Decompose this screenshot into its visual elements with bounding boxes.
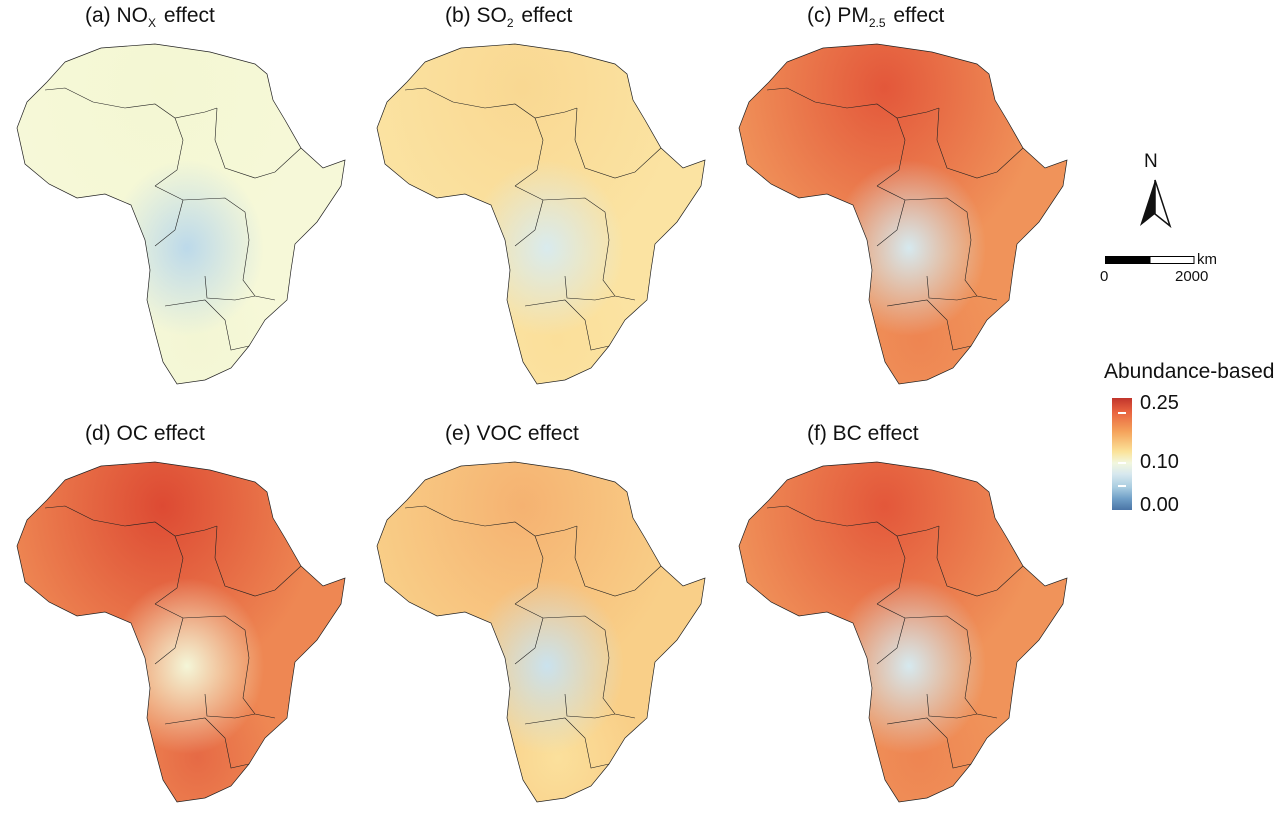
panel-title-suffix: effect bbox=[158, 4, 215, 27]
panel-title-f: (f) BC effect bbox=[807, 422, 919, 446]
panel-title-suffix: effect bbox=[515, 4, 573, 27]
scale-unit: km bbox=[1197, 251, 1217, 268]
africa-map-d bbox=[16, 461, 346, 803]
panel-title-subscript: 2 bbox=[506, 16, 514, 30]
africa-map-f bbox=[738, 461, 1068, 803]
scale-start-label: 0 bbox=[1100, 268, 1109, 285]
panel-title-subscript: 2.5 bbox=[868, 16, 886, 30]
panel-title-c: (c) PM2.5 effect bbox=[807, 4, 944, 30]
panel-title-text: (d) OC effect bbox=[85, 422, 205, 445]
panel-title-subscript: X bbox=[148, 16, 157, 30]
africa-map-c bbox=[738, 43, 1068, 385]
legend-tick bbox=[1118, 412, 1126, 414]
legend-label-low: 0.00 bbox=[1140, 494, 1179, 516]
africa-map-e bbox=[376, 461, 706, 803]
panel-title-b: (b) SO2 effect bbox=[445, 4, 572, 30]
panel-title-text: (a) NO bbox=[85, 4, 148, 27]
legend-tick bbox=[1118, 485, 1126, 487]
legend-tick bbox=[1118, 462, 1126, 464]
legend-color-bar bbox=[1112, 398, 1132, 510]
map-panel-b: (b) SO2 effect bbox=[365, 0, 715, 400]
panel-title-text: (f) BC effect bbox=[807, 422, 919, 445]
panel-title-text: (e) VOC effect bbox=[445, 422, 579, 445]
north-label: N bbox=[1144, 151, 1158, 172]
map-panel-d: (d) OC effect bbox=[5, 418, 355, 818]
africa-map-a bbox=[16, 43, 346, 385]
legend-label-mid: 0.10 bbox=[1140, 451, 1179, 473]
scale-end-label: 2000 bbox=[1175, 268, 1209, 285]
map-panel-c: (c) PM2.5 effect bbox=[727, 0, 1077, 400]
panel-title-suffix: effect bbox=[887, 4, 945, 27]
map-panel-f: (f) BC effect bbox=[727, 418, 1077, 818]
africa-map-b bbox=[376, 43, 706, 385]
scale-bar bbox=[1105, 256, 1195, 264]
map-panel-e: (e) VOC effect bbox=[365, 418, 715, 818]
panel-title-d: (d) OC effect bbox=[85, 422, 205, 446]
legend-title: Abundance-based Ω bbox=[1104, 360, 1280, 383]
panel-title-e: (e) VOC effect bbox=[445, 422, 579, 446]
panel-title-text: (c) PM bbox=[807, 4, 869, 27]
panel-title-a: (a) NOX effect bbox=[85, 4, 215, 30]
north-arrow-icon bbox=[1140, 179, 1172, 229]
map-panel-a: (a) NOX effect bbox=[5, 0, 355, 400]
panel-title-text: (b) SO bbox=[445, 4, 507, 27]
legend-label-high: 0.25 bbox=[1140, 392, 1179, 414]
